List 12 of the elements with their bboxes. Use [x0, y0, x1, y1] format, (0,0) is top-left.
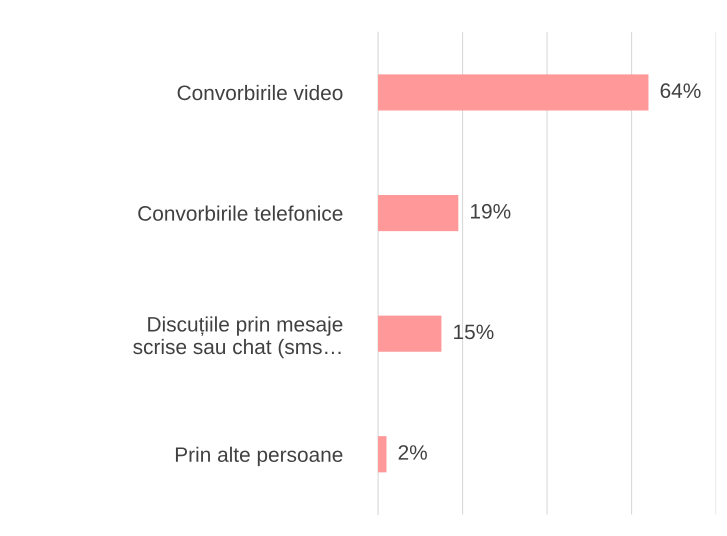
data-label: 2%	[398, 445, 427, 460]
data-label: 15%	[454, 324, 494, 340]
bar	[378, 436, 386, 472]
y-tick-label: Convorbirile video	[178, 84, 342, 100]
bar	[378, 194, 458, 232]
y-tick-label: Convorbirile telefonice	[138, 206, 342, 221]
bar	[378, 316, 442, 352]
bar	[378, 74, 648, 111]
y-tick-label: Discuțiile prin mesaje scrise sau chat (sms…	[133, 316, 342, 358]
y-tick-label: Prin alte persoane	[176, 446, 342, 466]
data-label: 64%	[660, 83, 701, 98]
data-label: 19%	[471, 204, 510, 219]
